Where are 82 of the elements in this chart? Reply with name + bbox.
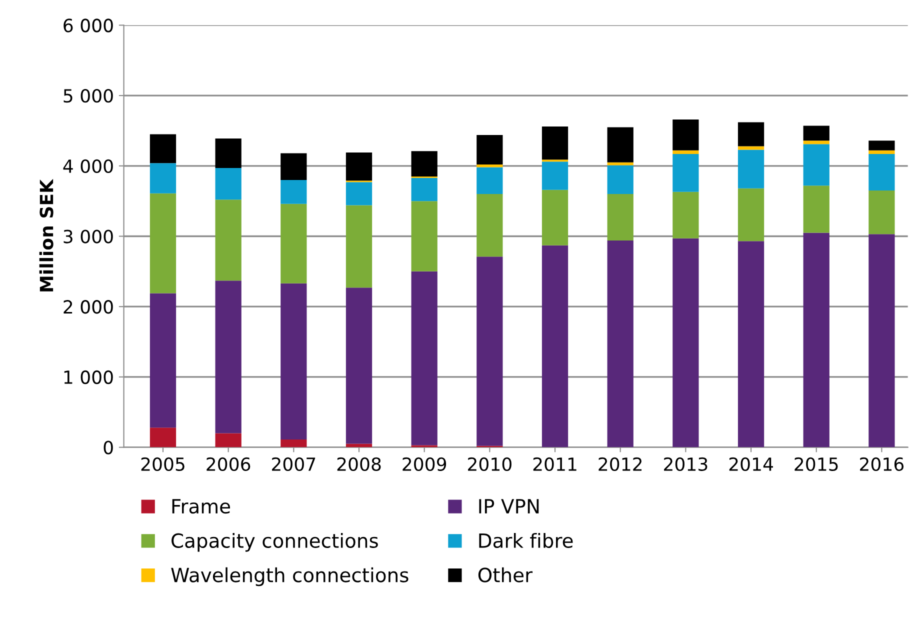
bar	[346, 288, 372, 444]
bar	[476, 134, 503, 164]
x-tick-label: 2008	[337, 457, 381, 471]
legend-label: Other	[478, 567, 533, 582]
bar	[215, 168, 242, 200]
x-tick-label: 2011	[533, 457, 576, 471]
bar	[542, 162, 568, 190]
y-tick-label: 3 000	[64, 230, 113, 244]
legend-label: Frame	[172, 499, 230, 514]
y-tick-label: 5 000	[64, 89, 113, 103]
bar	[868, 154, 895, 191]
bar	[411, 178, 438, 202]
bar	[280, 153, 307, 180]
y-tick-label: 1 000	[64, 370, 113, 384]
y-tick-label: 2 000	[64, 300, 113, 314]
bar	[346, 205, 372, 288]
bar	[280, 204, 307, 284]
bar	[868, 150, 895, 154]
bar	[411, 151, 438, 176]
bar	[476, 167, 503, 194]
y-tick-label: 6 000	[64, 18, 113, 32]
bar	[803, 140, 830, 144]
bar	[607, 240, 634, 448]
bar	[868, 234, 895, 448]
bar	[672, 238, 699, 448]
bar	[476, 194, 503, 257]
bar	[738, 241, 764, 448]
bar	[280, 283, 307, 440]
bar	[868, 190, 895, 234]
bar	[542, 126, 568, 160]
bar	[542, 245, 568, 448]
bar	[215, 138, 242, 168]
bar	[672, 154, 699, 192]
y-tick-label: 4 000	[63, 159, 113, 174]
bar	[607, 165, 634, 194]
x-tick-label: 2012	[598, 457, 642, 471]
legend-label: IP VPN	[479, 499, 539, 514]
bar	[672, 119, 699, 150]
x-tick-label: 2005	[141, 457, 184, 471]
legend-label: Wavelength connections	[171, 567, 408, 586]
bar	[411, 271, 438, 446]
bar	[803, 186, 830, 233]
bar	[803, 144, 830, 186]
bar	[738, 188, 764, 242]
bar	[476, 164, 503, 168]
bar	[150, 163, 176, 194]
bar	[607, 194, 634, 240]
bar	[738, 150, 764, 188]
bar	[607, 127, 634, 162]
bar	[738, 122, 764, 146]
bar	[150, 134, 176, 164]
bar	[346, 182, 372, 206]
x-tick-label: 2013	[664, 457, 708, 471]
x-tick-label: 2015	[794, 457, 838, 471]
legend-label: Dark fibre	[479, 532, 573, 548]
bar	[476, 256, 503, 446]
bar	[215, 200, 242, 281]
bar	[150, 428, 176, 448]
y-axis-title: Million SEK	[39, 178, 54, 292]
x-tick-label: 2006	[206, 457, 250, 471]
bar	[868, 140, 895, 150]
bar	[672, 192, 699, 238]
bar	[280, 180, 307, 204]
bar	[672, 150, 699, 154]
bar	[803, 232, 830, 448]
bar	[346, 152, 372, 181]
bar	[411, 201, 438, 272]
bar	[542, 190, 568, 246]
bar	[215, 433, 242, 448]
bar	[803, 126, 830, 141]
bar	[280, 440, 307, 448]
bar	[150, 193, 176, 294]
x-tick-label: 2007	[272, 457, 316, 471]
x-tick-label: 2014	[729, 457, 773, 471]
x-tick-label: 2009	[402, 457, 446, 471]
bar	[738, 146, 764, 150]
legend-label: Capacity connections	[172, 532, 378, 552]
x-tick-label: 2016	[860, 457, 904, 471]
x-tick-label: 2010	[468, 457, 512, 471]
y-tick-label: 0	[104, 440, 113, 454]
bar	[215, 280, 242, 434]
bar	[150, 293, 176, 428]
